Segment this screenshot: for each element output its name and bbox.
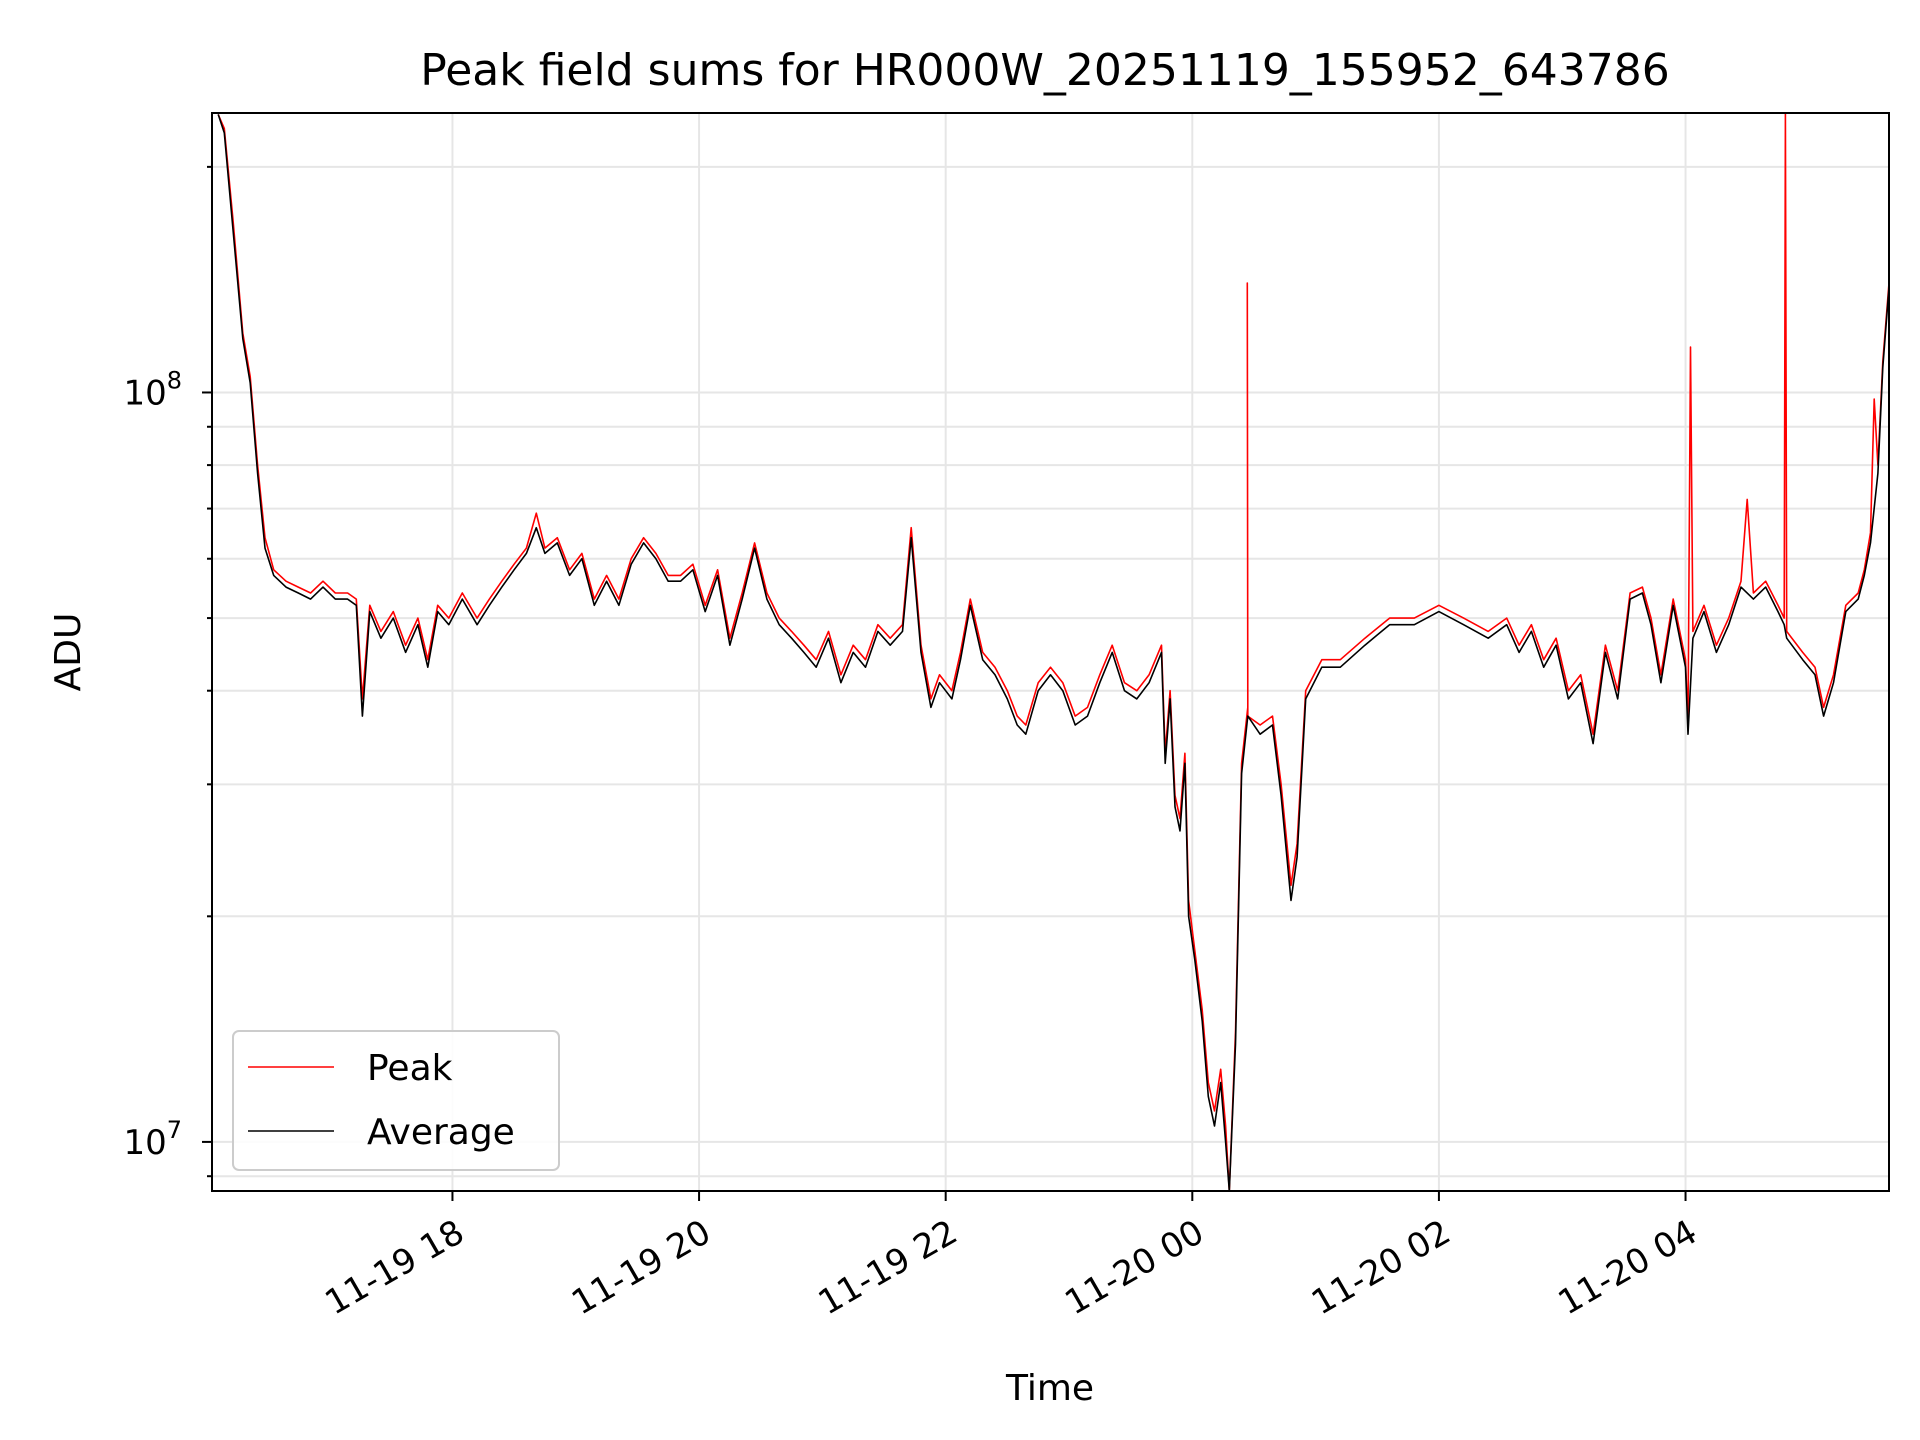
x-axis-label: Time	[1005, 1368, 1094, 1409]
series-layer	[217, 112, 1890, 1192]
x-tick-label: 11-19 20	[565, 1212, 717, 1323]
legend-box	[232, 1030, 560, 1171]
chart-title: Peak field sums for HR000W_20251119_1559…	[420, 45, 1670, 96]
series-line-peak	[217, 112, 1890, 1192]
x-tick-label: 11-19 18	[319, 1212, 471, 1323]
x-tick-label: 11-20 04	[1552, 1212, 1704, 1323]
legend-label-peak: Peak	[367, 1048, 453, 1089]
series-line-average	[217, 114, 1890, 1192]
x-tick-label: 11-20 00	[1058, 1212, 1210, 1323]
legend: Peak Average	[232, 1030, 560, 1171]
y-tick-label: 108	[123, 366, 182, 413]
y-tick-label: 107	[123, 1116, 182, 1163]
grid-lines	[212, 113, 1889, 1191]
plot-frame	[211, 112, 1890, 1192]
y-axis-label: ADU	[48, 613, 89, 692]
x-tick-label: 11-19 22	[812, 1212, 964, 1323]
x-tick-label: 11-20 02	[1305, 1212, 1457, 1323]
legend-label-average: Average	[367, 1112, 515, 1153]
